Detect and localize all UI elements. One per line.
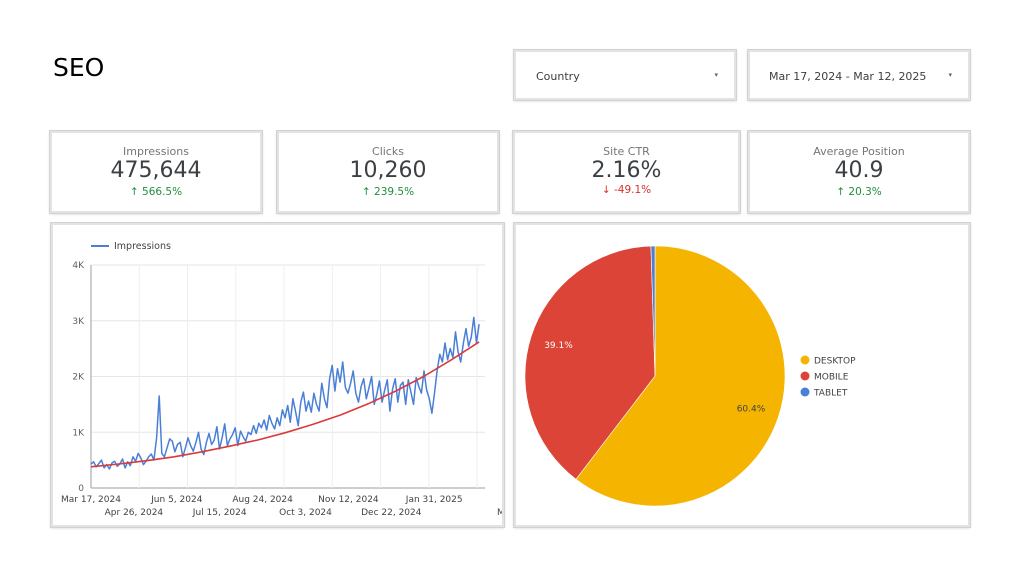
country-filter-label: Country <box>536 70 580 83</box>
scorecard-impressions[interactable]: Impressions 475,644 ↑ 566.5% <box>50 131 262 213</box>
device-pie-panel: 60.4% 39.1% DESKTOP MOBILE TABLET <box>514 223 970 527</box>
chevron-down-icon: ▾ <box>948 71 952 79</box>
scorecard-delta-value: 20.3% <box>848 186 882 198</box>
legend-swatch <box>800 387 810 397</box>
scorecard-site-ctr[interactable]: Site CTR 2.16% ↓ -49.1% <box>513 131 740 213</box>
trend-line <box>90 341 480 468</box>
legend-label: TABLET <box>813 389 848 399</box>
impressions-line-chart[interactable]: 0 1K 2K 3K 4K Mar 17, 2024 Jun 5, 2024 Aug 24, … <box>53 225 502 525</box>
date-range-label: Mar 17, 2024 - Mar 12, 2025 <box>769 70 927 83</box>
x-tick-label: M <box>497 508 502 518</box>
impressions-chart-panel: 0 1K 2K 3K 4K Mar 17, 2024 Jun 5, 2024 Aug 24, … <box>51 223 504 527</box>
scorecard-clicks[interactable]: Clicks 10,260 ↑ 239.5% <box>277 131 499 213</box>
x-tick-label: Dec 22, 2024 <box>361 508 422 518</box>
x-tick-label: Jan 31, 2025 <box>405 495 463 505</box>
scorecard-delta-value: 566.5% <box>142 186 183 198</box>
pie-data-label: 39.1% <box>544 341 573 351</box>
arrow-up-icon: ↑ <box>129 186 139 198</box>
x-tick-label: Nov 12, 2024 <box>318 495 379 505</box>
scorecard-value: 40.9 <box>834 158 884 183</box>
legend-label: Impressions <box>114 241 171 252</box>
scorecard-delta-value: 239.5% <box>374 186 415 198</box>
y-tick-label: 3K <box>72 317 85 327</box>
chevron-down-icon: ▾ <box>714 71 718 79</box>
x-tick-label: Jun 5, 2024 <box>150 495 203 505</box>
scorecard-value: 2.16% <box>591 158 662 183</box>
scorecard-delta-value: -49.1% <box>614 184 652 196</box>
arrow-up-icon: ↑ <box>836 186 846 198</box>
scorecard-delta: ↑ 239.5% <box>279 186 497 198</box>
scorecard-average-position[interactable]: Average Position 40.9 ↑ 20.3% <box>748 131 970 213</box>
pie-slice-tablet <box>650 245 656 377</box>
arrow-down-icon: ↓ <box>601 184 611 196</box>
country-filter[interactable]: Country ▾ <box>514 50 736 100</box>
scorecard-delta: ↓ -49.1% <box>515 184 738 196</box>
device-pie-chart[interactable]: 60.4% 39.1% DESKTOP MOBILE TABLET <box>516 225 968 525</box>
legend-swatch <box>800 371 810 381</box>
y-tick-label: 4K <box>72 261 85 271</box>
pie-slice-mobile <box>524 245 656 480</box>
scorecard-value: 10,260 <box>349 158 427 183</box>
legend-swatch <box>800 355 810 365</box>
legend-label: MOBILE <box>814 373 849 383</box>
pie-slice-desktop <box>575 245 786 507</box>
arrow-up-icon: ↑ <box>361 186 371 198</box>
scorecard-label: Site CTR <box>603 145 650 158</box>
y-tick-label: 1K <box>72 428 85 438</box>
x-tick-label: Apr 26, 2024 <box>105 508 164 518</box>
x-tick-label: Jul 15, 2024 <box>192 508 247 518</box>
impressions-series-line <box>90 316 480 470</box>
y-tick-label: 2K <box>72 373 85 383</box>
scorecard-delta: ↑ 566.5% <box>52 186 260 198</box>
page-title: SEO <box>53 53 105 82</box>
scorecard-label: Impressions <box>123 145 189 158</box>
x-tick-label: Aug 24, 2024 <box>232 495 293 505</box>
y-tick-label: 0 <box>78 484 84 494</box>
x-tick-label: Mar 17, 2024 <box>61 495 121 505</box>
scorecard-label: Clicks <box>372 145 404 158</box>
date-range-filter[interactable]: Mar 17, 2024 - Mar 12, 2025 ▾ <box>748 50 970 100</box>
pie-data-label: 60.4% <box>737 405 766 415</box>
scorecard-delta: ↑ 20.3% <box>750 186 968 198</box>
scorecard-value: 475,644 <box>110 158 202 183</box>
x-tick-label: Oct 3, 2024 <box>279 508 332 518</box>
scorecard-label: Average Position <box>813 145 905 158</box>
legend-label: DESKTOP <box>814 357 856 367</box>
